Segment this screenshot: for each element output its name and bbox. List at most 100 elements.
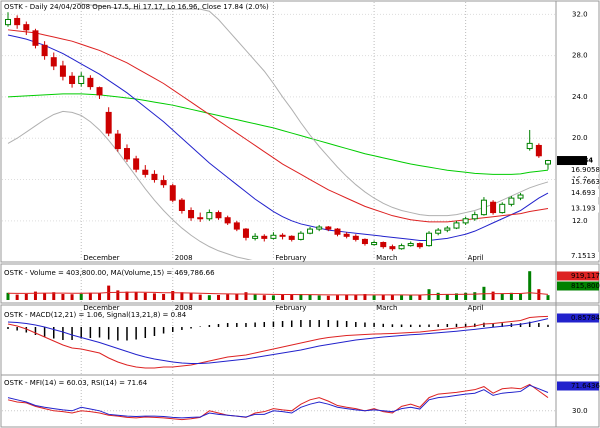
- volume-bar: [519, 294, 523, 300]
- last-value-badge: [557, 189, 599, 198]
- volume-bar: [116, 290, 120, 300]
- candle-body: [407, 243, 414, 247]
- volume-bar: [253, 294, 257, 300]
- last-value-badge: [557, 252, 599, 260]
- candle-body: [114, 133, 121, 150]
- last-value-label: 7.1513: [571, 252, 596, 260]
- moving-average-line: [7, 110, 253, 260]
- right-label: 919,117: [571, 272, 600, 280]
- candle-body: [215, 212, 222, 219]
- x-tick-label: February: [275, 304, 306, 312]
- volume-bar: [189, 292, 193, 300]
- candle-body: [14, 17, 21, 26]
- candle-body: [123, 148, 130, 160]
- volume-bar: [464, 292, 468, 300]
- candle-body: [5, 18, 11, 26]
- volume-bar: [436, 292, 440, 300]
- candle-body: [453, 222, 460, 229]
- right-label: 71.6436: [571, 382, 600, 390]
- last-value-label: 13.193: [571, 205, 596, 213]
- candle-body: [325, 226, 332, 230]
- volume-bar: [473, 292, 477, 300]
- candle-body: [508, 197, 515, 205]
- moving-average-line: [7, 34, 549, 241]
- right-label-badge: [557, 281, 599, 291]
- volume-bar: [180, 292, 184, 300]
- volume-bar: [207, 295, 211, 300]
- volume-bar: [326, 295, 330, 300]
- indicator-line: [7, 384, 549, 419]
- volume-bar: [125, 291, 129, 300]
- volume-bar: [143, 292, 147, 300]
- x-tick-label: December: [83, 304, 119, 312]
- candle-body: [490, 201, 497, 214]
- volume-bar: [290, 294, 294, 300]
- panel-title: OSTK - MFI(14) = 60.03, RSI(14) = 71.64: [4, 379, 148, 387]
- volume-bar: [308, 294, 312, 300]
- candle-body: [297, 232, 304, 240]
- candle-body: [242, 228, 249, 238]
- last-value-badge: [557, 166, 599, 175]
- indicator-line: [7, 383, 549, 421]
- candle-body: [197, 217, 204, 220]
- x-tick-label: 2008: [175, 304, 193, 312]
- right-label-badge: [557, 313, 599, 323]
- candle-body: [279, 234, 286, 237]
- y-tick-label: 20.0: [572, 134, 588, 142]
- volume-bar: [70, 294, 74, 300]
- volume-bar: [271, 295, 275, 300]
- candle-body: [334, 228, 341, 235]
- rsi-panel: [0, 374, 600, 428]
- candle-body: [188, 210, 195, 219]
- volume-bar: [381, 294, 385, 300]
- candle-body: [160, 180, 167, 186]
- volume-bar: [33, 291, 37, 300]
- candle-body: [462, 218, 469, 224]
- volume-bar: [546, 295, 550, 300]
- moving-average-line: [74, 3, 549, 217]
- panel-title: OSTK - Daily 24/04/2008 Open 17.5, Hi 17…: [4, 3, 269, 11]
- candle-body: [535, 144, 542, 157]
- y-tick-label: 30.0: [572, 407, 588, 415]
- x-tick-label: February: [275, 254, 306, 262]
- y-tick-label: 28.0: [572, 52, 588, 60]
- volume-bar: [400, 295, 404, 300]
- panel-title: OSTK - Volume = 403,800.00, MA(Volume,15…: [4, 269, 215, 277]
- candle-body: [545, 160, 551, 165]
- volume-bar: [509, 292, 513, 300]
- volume-bar: [88, 292, 92, 300]
- volume-bar: [152, 293, 156, 300]
- volume-bar: [345, 294, 349, 300]
- right-label: 815,800: [571, 282, 600, 290]
- volume-bar: [454, 293, 458, 300]
- right-label: 0.857845: [571, 314, 600, 322]
- candle-body: [398, 245, 405, 250]
- volume-bar: [281, 294, 285, 300]
- volume-bar: [317, 295, 321, 300]
- x-tick-label: April: [468, 254, 484, 262]
- volume-bar: [335, 295, 339, 300]
- volume-bar: [244, 292, 248, 300]
- candle-body: [69, 75, 76, 85]
- candle-body: [288, 235, 295, 240]
- candle-body: [105, 111, 112, 134]
- volume-ma-line: [7, 291, 549, 296]
- volume-bar: [354, 294, 358, 300]
- candle-body: [41, 44, 48, 57]
- macd-panel: [0, 304, 600, 376]
- candle-body: [307, 228, 314, 234]
- candle-body: [352, 235, 359, 240]
- volume-bar: [226, 294, 230, 300]
- volume-bar: [15, 294, 19, 300]
- volume-bar: [6, 292, 10, 300]
- x-tick-label: March: [376, 304, 397, 312]
- volume-bar: [24, 294, 28, 300]
- last-value-label: 16.9058: [571, 166, 600, 174]
- y-tick-label: 24.0: [572, 93, 588, 101]
- volume-bar: [409, 295, 413, 300]
- x-tick-label: December: [83, 254, 119, 262]
- volume-bar: [79, 293, 83, 300]
- candle-body: [526, 142, 533, 150]
- candle-body: [169, 185, 176, 201]
